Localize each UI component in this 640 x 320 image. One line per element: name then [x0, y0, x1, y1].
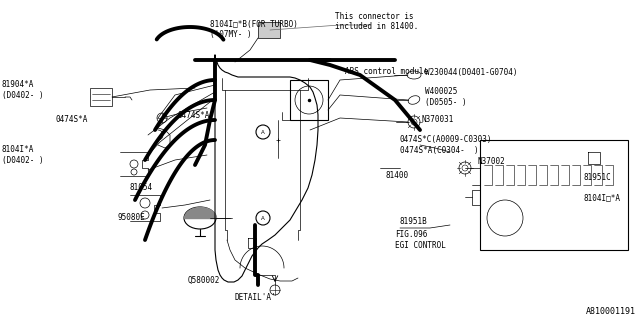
Text: FIG.096
EGI CONTROL: FIG.096 EGI CONTROL [395, 230, 446, 250]
Text: DETAIL'A': DETAIL'A' [234, 293, 276, 302]
Text: Q580002: Q580002 [188, 276, 220, 284]
Bar [258, 22, 280, 38]
Text: A: A [261, 215, 265, 220]
Text: A: A [261, 130, 265, 134]
Text: W230044(D0401-G0704): W230044(D0401-G0704) [425, 68, 518, 76]
Text: N370031: N370031 [422, 116, 454, 124]
Text: 0474S*A: 0474S*A [55, 116, 88, 124]
Text: W400025
(D0505- ): W400025 (D0505- ) [425, 87, 467, 107]
Text: 81951C: 81951C [584, 173, 612, 182]
Text: 81400: 81400 [385, 171, 408, 180]
Text: A810001191: A810001191 [586, 307, 636, 316]
Text: 0474S*C(A0009-C0303)
0474S*A(C0304-  ): 0474S*C(A0009-C0303) 0474S*A(C0304- ) [400, 135, 493, 155]
Text: N37002: N37002 [478, 157, 506, 166]
Text: This connector is
included in 81400.: This connector is included in 81400. [335, 12, 419, 31]
FancyBboxPatch shape [90, 88, 112, 106]
Text: 0474S*A: 0474S*A [178, 110, 211, 119]
Bar [290, 80, 328, 120]
Text: 81951B: 81951B [400, 218, 428, 227]
Text: 8104I□*B(FOR TURBO)
('07MY- ): 8104I□*B(FOR TURBO) ('07MY- ) [210, 20, 298, 39]
Text: 95080E: 95080E [118, 213, 146, 222]
Text: 81904*A
(D0402- ): 81904*A (D0402- ) [2, 80, 44, 100]
Bar [480, 140, 628, 250]
Text: 81054: 81054 [130, 183, 153, 193]
Text: 8104I□*A: 8104I□*A [584, 194, 621, 203]
Text: ABS control module: ABS control module [345, 68, 428, 76]
Text: 8104I*A
(D0402- ): 8104I*A (D0402- ) [2, 145, 44, 165]
